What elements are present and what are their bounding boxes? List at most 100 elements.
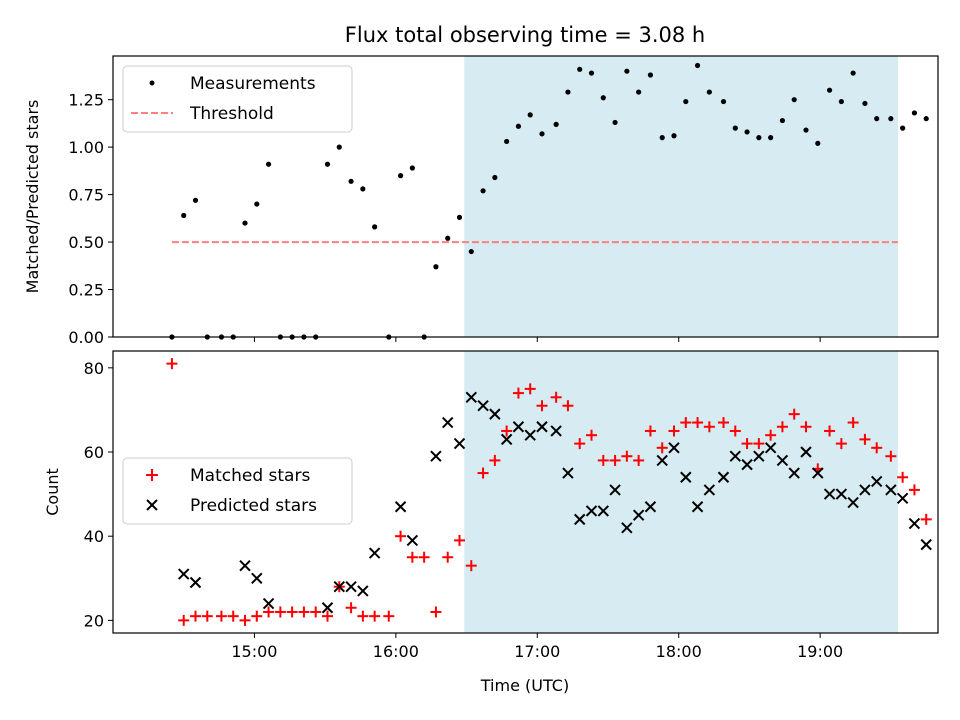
measurement-point: [445, 235, 451, 241]
measurement-point: [409, 165, 415, 171]
count-panel: 20 40 60 80 15:00 16:00 17:00 18:00 19:00 Count…: [43, 350, 939, 695]
ratio-panel-y-label: Matched/Predicted stars: [23, 100, 42, 294]
matched-star-point: [227, 610, 239, 622]
measurement-point: [636, 89, 642, 95]
measurement-point: [553, 121, 559, 127]
predicted-star-point: [691, 501, 704, 513]
predicted-star-point: [430, 450, 442, 462]
measurement-point: [265, 161, 272, 167]
legend-matched-label: Matched stars: [190, 466, 310, 486]
predicted-star-point: [536, 421, 548, 433]
predicted-star-point: [908, 517, 921, 530]
measurement-point: [779, 117, 786, 124]
measurement-point: [706, 89, 712, 95]
measurement-point: [683, 98, 689, 105]
matched-star-point: [871, 442, 883, 454]
measurement-point: [456, 214, 463, 220]
measurement-point: [577, 66, 583, 72]
count-panel-shaded-span: [464, 351, 898, 633]
measurement-point: [624, 68, 630, 74]
matched-star-point: [345, 602, 357, 614]
matched-star-point: [489, 454, 501, 466]
matched-star-point: [166, 358, 178, 370]
measurement-point: [768, 135, 774, 141]
matched-star-point: [680, 417, 692, 429]
count-x-tick-label: 16:00: [373, 642, 419, 661]
ratio-y-tick-label: 0.00: [68, 328, 104, 347]
measurement-point: [527, 112, 533, 118]
matched-star-point: [800, 421, 812, 433]
matched-star-point: [597, 454, 609, 466]
ratio-panel: 0.00 0.25 0.50 0.75 1.00 1.25 Matched/Predict…: [23, 55, 939, 347]
measurement-point: [888, 116, 894, 122]
matched-star-point: [298, 606, 310, 618]
predicted-star-point: [609, 484, 621, 496]
matched-star-point: [190, 610, 201, 622]
matched-star-point: [574, 438, 586, 450]
predicted-star-point: [321, 602, 334, 614]
predicted-star-point: [668, 442, 680, 454]
predicted-star-point: [562, 467, 574, 479]
predicted-star-point: [847, 496, 859, 509]
measurement-point: [181, 212, 187, 219]
measurement-point: [515, 123, 522, 129]
matched-star-point: [703, 421, 715, 433]
predicted-star-point: [333, 580, 345, 593]
measurement-point: [732, 125, 738, 131]
matched-star-point: [442, 551, 454, 563]
matched-star-point: [178, 614, 190, 626]
predicted-star-point: [500, 433, 513, 446]
predicted-star-point: [859, 484, 871, 496]
matched-star-point: [418, 551, 430, 563]
predicted-star-point: [885, 484, 897, 496]
ratio-y-tick-label: 0.50: [68, 233, 104, 252]
predicted-star-point: [189, 576, 202, 589]
measurement-point: [647, 72, 654, 78]
measurement-point: [694, 62, 701, 69]
matched-star-point: [729, 425, 741, 437]
predicted-star-point: [703, 484, 716, 496]
predicted-star-point: [394, 501, 407, 513]
matched-star-point: [477, 467, 489, 479]
matched-star-point: [908, 484, 920, 496]
legend-measurements-marker: [149, 80, 155, 86]
matched-star-point: [633, 454, 645, 466]
measurement-point: [600, 95, 606, 101]
ratio-panel-frame: [112, 55, 939, 338]
measurement-point: [612, 119, 618, 126]
predicted-star-point: [357, 585, 369, 597]
legend-predicted-label: Predicted stars: [190, 496, 317, 516]
measurement-point: [360, 186, 366, 192]
predicted-star-point: [788, 467, 800, 479]
measurement-point: [826, 87, 833, 93]
measurement-point: [539, 131, 545, 137]
predicted-star-point: [764, 442, 777, 454]
measurement-point: [756, 135, 762, 141]
matched-star-point: [621, 450, 633, 462]
matched-star-point: [847, 417, 859, 429]
chart-title: Flux total observing time = 3.08 h: [345, 23, 705, 47]
predicted-star-point: [178, 568, 190, 580]
matched-star-point: [644, 425, 656, 437]
matched-star-point: [406, 551, 418, 563]
measurement-point: [838, 98, 844, 105]
predicted-star-point: [251, 572, 263, 584]
matched-star-point: [274, 606, 286, 618]
matched-star-point: [609, 454, 621, 466]
predicted-star-point: [823, 488, 836, 500]
matched-star-point: [263, 606, 275, 618]
predicted-star-point: [597, 505, 609, 517]
matched-star-point: [668, 425, 680, 437]
predicted-star-point: [574, 513, 586, 526]
predicted-star-point: [729, 450, 741, 462]
measurement-point: [372, 224, 378, 230]
matched-star-point: [369, 610, 381, 622]
measurement-point: [504, 138, 510, 145]
matched-star-point: [512, 387, 524, 399]
matched-star-point: [201, 610, 213, 622]
predicted-star-point: [871, 475, 883, 488]
predicted-star-point: [776, 454, 789, 467]
matched-star-point: [562, 400, 574, 412]
measurement-point: [874, 116, 880, 122]
